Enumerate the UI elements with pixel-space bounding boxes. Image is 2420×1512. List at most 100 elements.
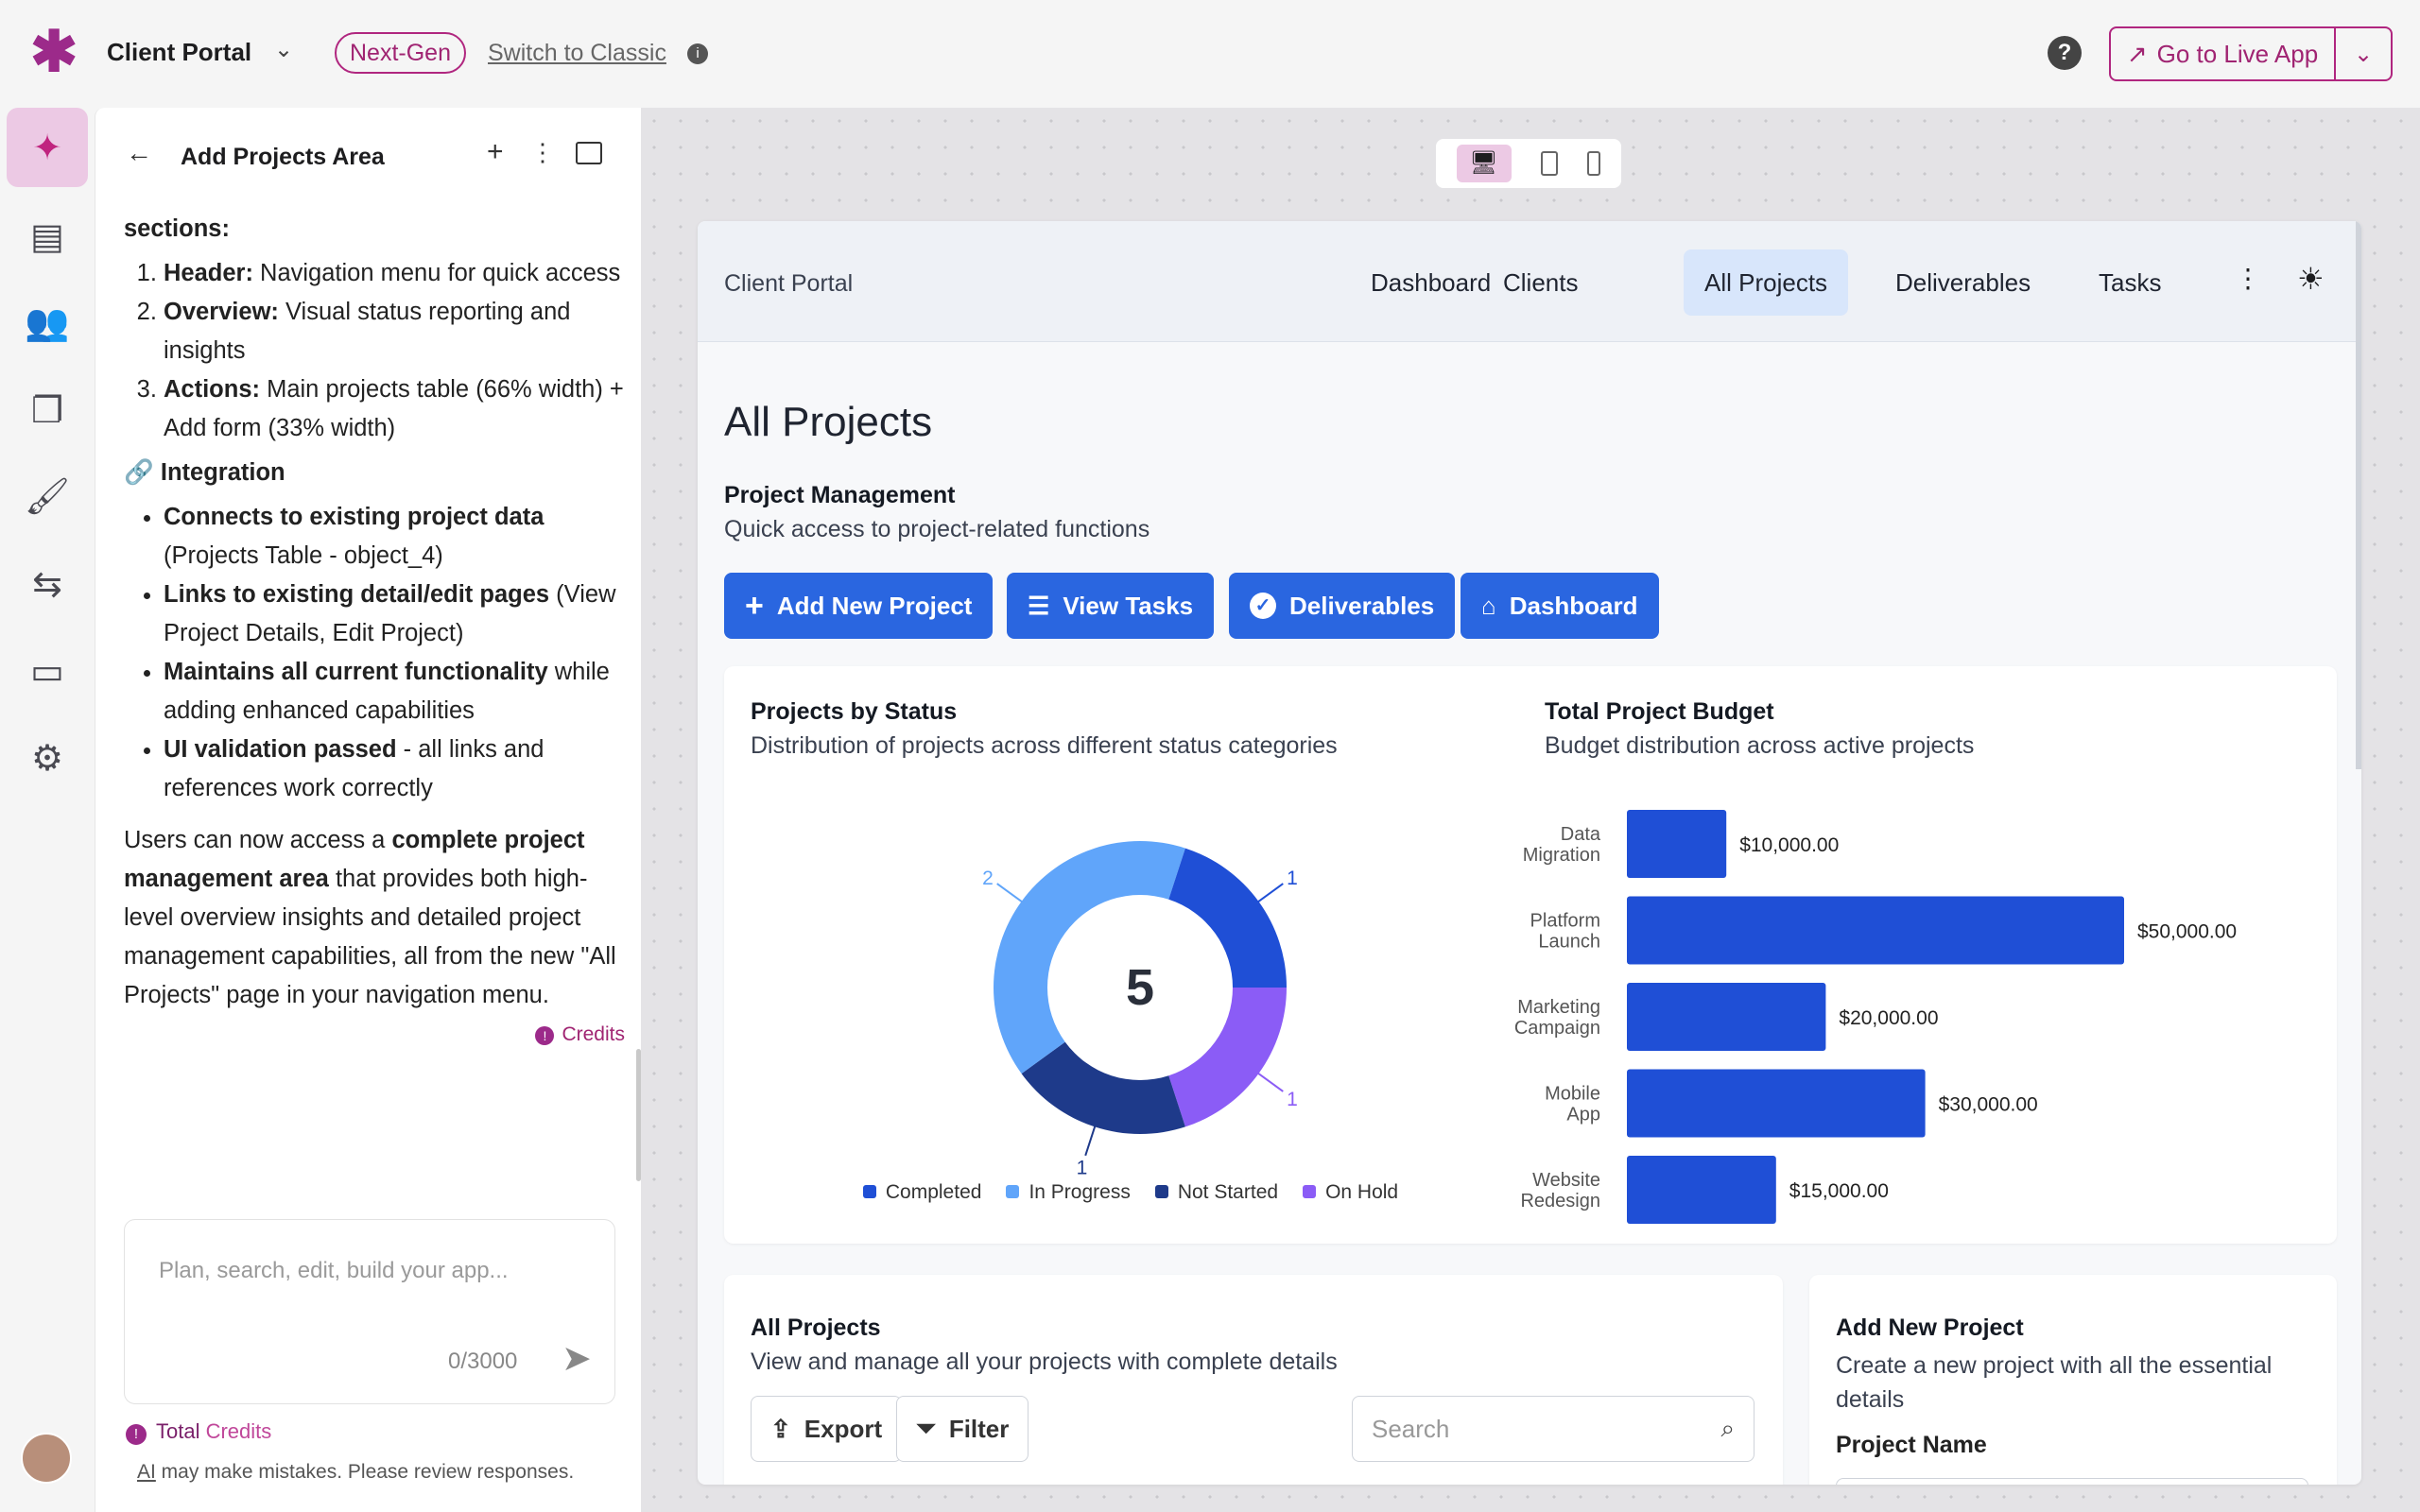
- bar: [1627, 810, 1727, 878]
- total-credits[interactable]: ! Total Credits: [126, 1419, 271, 1445]
- bar-category-label: App: [1566, 1105, 1600, 1125]
- preview-nav: Client Portal Dashboard Clients All Proj…: [698, 221, 2361, 342]
- desktop-icon[interactable]: 🖥: [1456, 145, 1512, 182]
- bar-category-label: Mobile: [1545, 1084, 1600, 1105]
- chat-scrollbar[interactable]: [636, 1049, 641, 1181]
- donut-slice-not-started: [1021, 1041, 1185, 1134]
- app-name[interactable]: Client Portal: [107, 38, 252, 66]
- projects-table-card: All Projects View and manage all your pr…: [724, 1275, 1783, 1485]
- donut-subtitle: Distribution of projects across differen…: [751, 732, 1338, 759]
- legend-swatch: [862, 1185, 876, 1198]
- sections-label: sections:: [124, 215, 230, 242]
- integration-heading-text: Integration: [160, 459, 285, 486]
- ai-sparkle-icon[interactable]: ✦: [7, 108, 88, 187]
- chat-title: Add Projects Area: [181, 144, 385, 170]
- add-new-project-button[interactable]: + Add New Project: [724, 573, 994, 639]
- integration-list: Connects to existing project data (Proje…: [124, 498, 625, 808]
- export-button[interactable]: ⇪ Export: [751, 1396, 903, 1462]
- donut-leader-line: [996, 883, 1028, 906]
- nav-tasks[interactable]: Tasks: [2099, 268, 2162, 297]
- donut-data-label: 1: [1077, 1157, 1088, 1178]
- legend-item[interactable]: On Hold: [1303, 1181, 1398, 1204]
- icon-rail: ✦ ▤ 👥 ❐ 🖌 ⇆ ▭ ⚙: [0, 108, 95, 1512]
- back-arrow-icon[interactable]: ←: [126, 138, 152, 167]
- table-icon[interactable]: ▤: [30, 216, 64, 257]
- bar-category-label: Launch: [1538, 932, 1600, 953]
- plus-icon[interactable]: +: [487, 136, 504, 167]
- nav-dashboard[interactable]: Dashboard: [1371, 268, 1492, 297]
- dashboard-button[interactable]: ⌂ Dashboard: [1461, 573, 1659, 639]
- list-item: Header: Navigation menu for quick access: [164, 254, 625, 293]
- bar-category-label: Redesign: [1520, 1191, 1600, 1211]
- users-icon[interactable]: 👥: [25, 303, 70, 343]
- chevron-down-icon[interactable]: ⌄: [2353, 41, 2374, 67]
- sections-list: Header: Navigation menu for quick access…: [124, 254, 625, 448]
- bar-category-label: Migration: [1523, 845, 1600, 866]
- preview-scrollbar[interactable]: [2356, 221, 2361, 769]
- bar: [1627, 1156, 1776, 1224]
- chat-message: sections: Header: Navigation menu for qu…: [124, 210, 625, 1054]
- view-tasks-button[interactable]: ☰ View Tasks: [1007, 573, 1215, 639]
- form-card-title: Add New Project: [1836, 1314, 2024, 1341]
- project-name-input[interactable]: [1836, 1478, 2308, 1485]
- go-to-live-app-button[interactable]: ↗ Go to Live App ⌄: [2109, 26, 2393, 81]
- pages-icon[interactable]: ❐: [30, 390, 64, 431]
- switch-classic-link[interactable]: Switch to Classic: [488, 40, 666, 66]
- list-check-icon: ☰: [1028, 591, 1050, 620]
- tablet-icon[interactable]: [1540, 151, 1558, 176]
- workflow-icon[interactable]: ⇆: [32, 564, 62, 605]
- bar: [1627, 896, 2124, 965]
- more-vertical-icon[interactable]: ⋮: [530, 138, 555, 166]
- list-item: Overview: Visual status reporting and in…: [164, 293, 625, 370]
- send-icon[interactable]: ➤: [562, 1339, 592, 1379]
- credits-link[interactable]: ! Credits: [124, 1015, 625, 1054]
- table-card-subtitle: View and manage all your projects with c…: [751, 1349, 1338, 1375]
- bar-category-label: Campaign: [1514, 1018, 1600, 1039]
- list-item: Actions: Main projects table (66% width)…: [164, 370, 625, 448]
- legend-item[interactable]: In Progress: [1006, 1181, 1131, 1204]
- sun-theme-icon[interactable]: ☀: [2297, 262, 2325, 296]
- logo-asterisk-icon: ✱: [30, 20, 78, 83]
- help-icon[interactable]: ?: [2048, 36, 2082, 70]
- preview-brand[interactable]: Client Portal: [724, 270, 854, 297]
- bar-value-label: $50,000.00: [2137, 921, 2237, 943]
- legend-swatch: [1006, 1185, 1020, 1198]
- bar-category-label: Marketing: [1517, 997, 1600, 1018]
- bar-category-label: Data: [1561, 824, 1601, 845]
- mobile-icon[interactable]: [1587, 151, 1601, 176]
- gear-icon[interactable]: ⚙: [30, 738, 64, 779]
- table-card-title: All Projects: [751, 1314, 881, 1341]
- donut-data-label: 1: [1287, 868, 1298, 889]
- legend-item[interactable]: Not Started: [1154, 1181, 1278, 1204]
- chat-panel: ← Add Projects Area + ⋮ sections: Header…: [95, 108, 641, 1512]
- chat-input[interactable]: Plan, search, edit, build your app... 0/…: [124, 1219, 615, 1404]
- bar-value-label: $15,000.00: [1789, 1180, 1889, 1202]
- collapse-panel-icon[interactable]: [576, 142, 602, 164]
- search-icon: ⌕: [1720, 1414, 1735, 1442]
- bar: [1627, 983, 1826, 1051]
- section-title: Project Management: [724, 482, 956, 508]
- alert-icon: !: [535, 1026, 555, 1045]
- next-gen-badge[interactable]: Next-Gen: [335, 32, 466, 74]
- project-name-label: Project Name: [1836, 1432, 1987, 1458]
- info-icon[interactable]: i: [687, 43, 708, 64]
- device-toggle: 🖥: [1436, 139, 1621, 188]
- donut-leader-line: [1084, 1121, 1098, 1157]
- disclaimer: AI may make mistakes. Please review resp…: [137, 1461, 575, 1483]
- nav-deliverables[interactable]: Deliverables: [1895, 268, 2031, 297]
- bar-value-label: $30,000.00: [1939, 1094, 2038, 1116]
- legend-swatch: [1154, 1185, 1168, 1198]
- deliverables-button[interactable]: ✓ Deliverables: [1229, 573, 1456, 639]
- legend-item[interactable]: Completed: [862, 1181, 981, 1204]
- payment-card-icon[interactable]: ▭: [30, 651, 64, 692]
- nav-clients[interactable]: Clients: [1503, 268, 1579, 297]
- chevron-down-icon[interactable]: ⌄: [274, 37, 294, 62]
- list-item: Links to existing detail/edit pages (Vie…: [164, 576, 625, 653]
- more-vertical-icon[interactable]: ⋮: [2235, 264, 2261, 293]
- avatar[interactable]: [21, 1433, 72, 1484]
- search-input[interactable]: Search ⌕: [1352, 1396, 1754, 1462]
- brush-icon[interactable]: 🖌: [24, 477, 71, 517]
- nav-all-projects[interactable]: All Projects: [1684, 249, 1849, 316]
- filter-button[interactable]: ⏷ Filter: [896, 1396, 1029, 1462]
